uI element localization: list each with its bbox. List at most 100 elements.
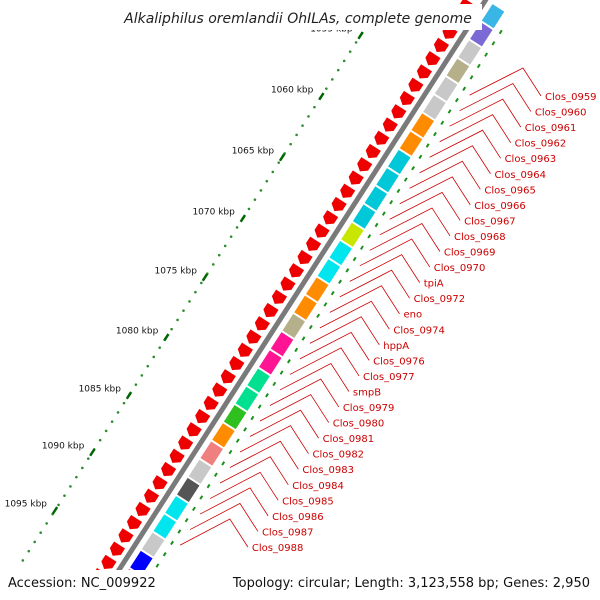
inner-tick [192, 506, 196, 512]
inner-tick [221, 461, 226, 466]
kbp-tick [318, 92, 325, 101]
kbp-tick [51, 506, 59, 515]
gene-label: Clos_0969 [444, 248, 496, 259]
gene-labels: Clos_0959 Clos_0960 Clos_0961 Clos_0962 Clos… [252, 92, 597, 554]
forward-gene-arrow [195, 408, 211, 424]
leader-line [239, 425, 309, 454]
dot [342, 59, 346, 63]
forward-gene-arrow [263, 302, 279, 318]
leader-line [359, 238, 431, 268]
topology-text: Topology: circular; Length: 3,123,558 bp… [232, 576, 590, 591]
inner-tick [294, 347, 299, 353]
inner-tick [235, 438, 240, 443]
leader-line [209, 471, 279, 501]
dot [194, 290, 197, 294]
reverse-gene-block [212, 423, 235, 448]
forward-gene-arrow [161, 461, 177, 477]
forward-gene-arrow [416, 64, 432, 79]
inner-tick [272, 381, 277, 387]
gene-label: Clos_0980 [333, 419, 385, 430]
inner-tick [257, 404, 262, 409]
leader-lines [179, 67, 542, 548]
gene-label: smpB [353, 387, 381, 398]
inner-tick [352, 256, 357, 262]
forward-gene-arrow [331, 196, 347, 212]
forward-gene-arrow [288, 263, 305, 278]
reverse-gene-block [399, 131, 423, 156]
forward-gene-arrow [144, 488, 160, 503]
backbone-line [98, 0, 489, 600]
dot [265, 179, 269, 183]
leader-line [319, 300, 390, 330]
reverse-gene-block [481, 4, 505, 29]
inner-tick [308, 324, 313, 330]
gene-label: Clos_0976 [373, 356, 425, 367]
forward-gene-arrow [374, 130, 390, 145]
gene-label: Clos_0959 [545, 92, 597, 103]
forward-gene-arrow [237, 342, 253, 357]
dot [301, 124, 304, 127]
reverse-gene-block [364, 186, 388, 211]
inner-tick [447, 109, 452, 114]
dot [86, 457, 90, 460]
inner-tick [228, 449, 233, 455]
inner-tick [484, 52, 489, 57]
inner-tick [184, 517, 189, 523]
kbp-label: 1060 kbp [271, 85, 314, 95]
inner-tick [403, 177, 408, 182]
reverse-gene-block [470, 22, 493, 47]
kbp-tick-track [51, 31, 364, 515]
inner-tick [381, 211, 386, 216]
reverse-gene-block [411, 113, 434, 138]
map-title: Alkaliphilus oremlandii OhILAs, complete… [123, 11, 472, 27]
gene-label: Clos_0968 [454, 232, 506, 243]
forward-gene-arrow [220, 369, 236, 384]
dot [253, 198, 257, 201]
dot [325, 87, 328, 90]
reverse-gene-block [130, 550, 153, 575]
leader-line [399, 176, 471, 206]
dot [146, 364, 150, 368]
forward-gene-arrow [229, 355, 245, 371]
dot [170, 327, 173, 331]
dot [223, 244, 227, 248]
reverse-gene-block [294, 295, 317, 320]
leader-line [249, 409, 319, 439]
gene-label: tpiA [424, 279, 444, 290]
leader-line [259, 394, 330, 423]
kbp-tick [89, 448, 96, 457]
dot [200, 281, 203, 285]
leader-line [429, 129, 501, 159]
inner-tick [462, 86, 467, 91]
leader-line [309, 316, 380, 346]
kbp-label: 1065 kbp [232, 146, 275, 156]
inner-tick [316, 313, 321, 319]
dot [182, 309, 185, 312]
inner-tick [177, 529, 182, 534]
kbp-label: 1090 kbp [42, 441, 85, 451]
dot [63, 494, 66, 497]
inner-tick [330, 290, 335, 296]
kbp-tick [201, 273, 209, 282]
gene-label: hppA [383, 341, 409, 352]
dot [188, 300, 191, 303]
forward-gene-arrow [382, 117, 398, 132]
inner-tick [213, 472, 218, 477]
forward-gene-arrow [212, 382, 228, 397]
dot [211, 263, 215, 266]
gene-label: Clos_0983 [302, 465, 354, 476]
inner-tick [250, 415, 255, 421]
inner-tick [323, 302, 328, 307]
forward-gene-arrow [340, 183, 356, 198]
gene-label: Clos_0972 [414, 294, 466, 305]
kbp-tick [163, 333, 170, 342]
reverse-gene-block [282, 313, 305, 339]
reverse-gene-block [376, 168, 399, 193]
leader-line [219, 456, 289, 486]
reverse-gene-block [223, 405, 247, 430]
gene-label: Clos_0970 [434, 263, 486, 274]
forward-gene-arrow [399, 90, 415, 106]
dot [259, 189, 263, 192]
dot [110, 420, 114, 423]
gene-label: Clos_0960 [535, 108, 587, 119]
